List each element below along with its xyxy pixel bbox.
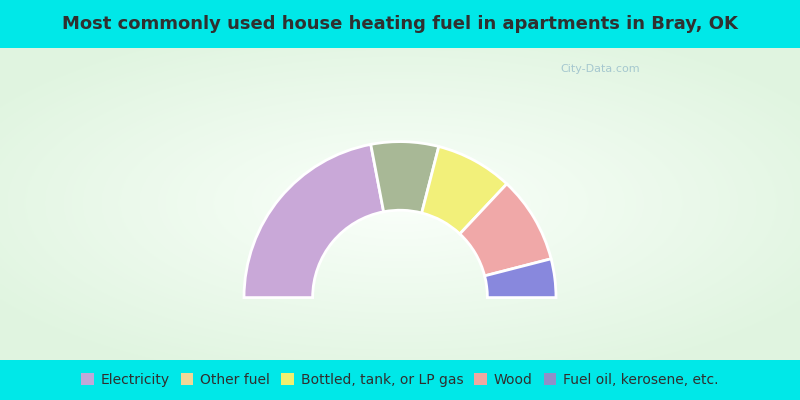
Legend: Electricity, Other fuel, Bottled, tank, or LP gas, Wood, Fuel oil, kerosene, etc: Electricity, Other fuel, Bottled, tank, … [76, 368, 724, 392]
Wedge shape [244, 144, 384, 298]
Wedge shape [485, 259, 556, 298]
Wedge shape [460, 184, 551, 276]
Text: Most commonly used house heating fuel in apartments in Bray, OK: Most commonly used house heating fuel in… [62, 15, 738, 33]
Wedge shape [422, 146, 506, 234]
Wedge shape [370, 142, 438, 213]
Text: City-Data.com: City-Data.com [560, 64, 640, 74]
